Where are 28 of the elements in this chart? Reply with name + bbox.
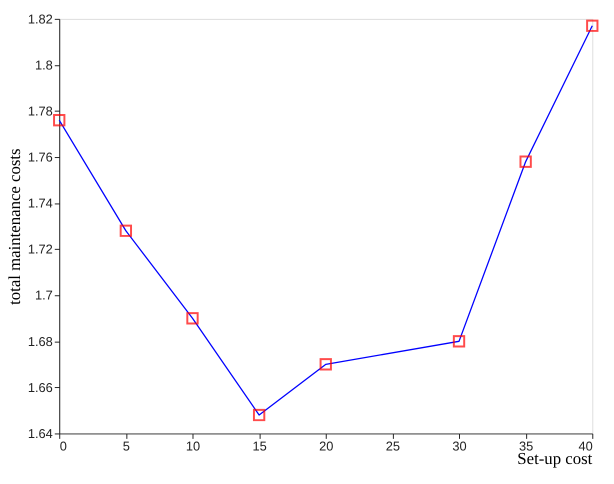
x-tick-label: 10 [186, 438, 200, 454]
point [320, 358, 332, 371]
y-tick-label: 1.7 [34, 288, 53, 303]
point [120, 224, 132, 237]
x-tick-label: 5 [122, 438, 130, 454]
y-tick-label: 1.66 [28, 380, 53, 395]
y-tick-label: 1.82 [28, 11, 53, 26]
y-tick-label: 1.78 [28, 103, 53, 118]
y-axis-title: total maintenance costs [4, 148, 24, 305]
x-tick-label: 35 [519, 438, 534, 454]
x-tick-label: 25 [386, 438, 400, 454]
x-tick-label: 0 [60, 438, 67, 454]
y-tick-label: 1.64 [28, 426, 53, 441]
x-tick-label: 30 [452, 438, 467, 454]
point [53, 114, 66, 126]
point [452, 335, 466, 348]
y-tick-label: 1.76 [28, 149, 53, 164]
y-tick-label: 1.74 [28, 196, 53, 211]
point [586, 20, 598, 32]
point [186, 312, 199, 324]
y-tick-label: 1.68 [28, 334, 53, 349]
y-tick-label: 1.72 [28, 242, 53, 257]
x-tick-label: 40 [578, 438, 593, 454]
x-tick-label: 15 [252, 438, 267, 454]
x-tick-label: 20 [319, 438, 334, 454]
point [519, 155, 532, 168]
point [252, 408, 266, 422]
y-tick-label: 1.8 [34, 57, 53, 72]
